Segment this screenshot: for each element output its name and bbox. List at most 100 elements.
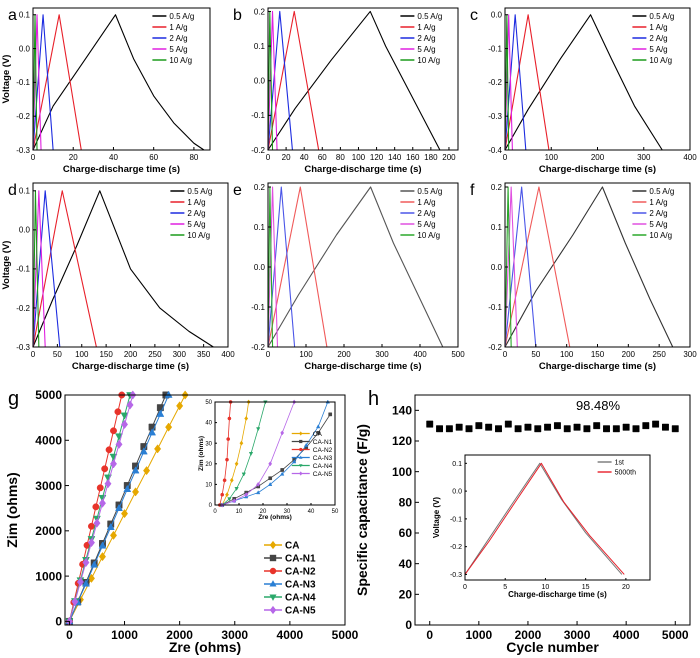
legend-label: 2 A/g (417, 209, 435, 218)
plot-frame (267, 7, 459, 151)
y-tick-label: 0 (55, 615, 62, 629)
legend-label: 1 A/g (649, 198, 667, 207)
x-tick-label: 20 (260, 509, 267, 515)
y-axis-label: Voltage (V) (1, 241, 12, 290)
legend-label: 1st (615, 459, 624, 466)
y-tick-label: 0.0 (491, 11, 503, 20)
data-point (573, 423, 581, 431)
data-point (227, 416, 232, 421)
y-tick-label: -0.2 (16, 304, 30, 313)
series-line (32, 190, 214, 348)
legend-label: CA-N5 (285, 606, 316, 617)
legend-label: CA-N1 (285, 554, 316, 565)
y-tick-label: 0 (405, 618, 412, 632)
data-point (671, 425, 679, 433)
y-tick-label: -0.3 (16, 343, 30, 352)
data-point (120, 412, 129, 420)
legend-label: 0.5 A/g (649, 187, 674, 196)
y-tick-label: -0.2 (16, 112, 30, 121)
data-point (485, 423, 493, 431)
data-point (232, 498, 237, 504)
data-point (114, 408, 122, 416)
series-line (267, 186, 279, 348)
series-line (504, 186, 518, 348)
data-point (98, 552, 106, 562)
legend-label: 5 A/g (169, 45, 187, 54)
x-tick-label: 50 (332, 509, 339, 515)
x-tick-label: 30 (284, 509, 291, 515)
panel-label: b (233, 7, 242, 24)
legend-label: CA-N1 (313, 439, 333, 446)
y-tick-label: -0.1 (488, 303, 502, 312)
data-point (126, 400, 134, 410)
legend-label: 10 A/g (187, 231, 210, 240)
plot-frame (32, 7, 211, 151)
legend-marker (269, 554, 277, 562)
data-point (132, 487, 140, 497)
x-tick-label: 20 (282, 153, 291, 162)
data-point (248, 451, 254, 456)
x-tick-label: 10 (542, 584, 550, 591)
data-point (436, 425, 444, 433)
legend-label: CA (285, 541, 299, 552)
y-tick-label: 0.0 (491, 263, 503, 272)
data-point (455, 423, 463, 431)
x-tick-label: 5 (503, 584, 507, 591)
y-tick-label: -0.1 (16, 265, 30, 274)
data-point (316, 431, 321, 435)
panel-label: d (8, 182, 17, 199)
series-line (267, 186, 444, 348)
data-point (87, 538, 95, 548)
series-line (267, 10, 441, 151)
data-point (105, 446, 113, 454)
data-point (256, 481, 261, 487)
legend-label: 2 A/g (417, 34, 435, 43)
x-tick-label: 20 (69, 153, 78, 162)
y-tick-label: -0.1 (450, 516, 462, 523)
y-tick-label: 1000 (35, 569, 62, 583)
x-axis-label: Cycle number (506, 639, 599, 655)
y-tick-label: 20 (399, 588, 413, 602)
data-point (109, 530, 118, 540)
y-tick-label: 30 (205, 441, 212, 447)
data-point (96, 484, 104, 492)
x-tick-label: 50 (53, 350, 62, 359)
x-axis-label: Charge-discharge time (s) (508, 590, 607, 599)
x-tick-label: 250 (652, 350, 666, 359)
panel-label: a (8, 7, 17, 24)
data-point (176, 401, 184, 411)
x-tick-label: 180 (424, 153, 438, 162)
y-tick-label: -0.1 (251, 303, 265, 312)
y-tick-label: -0.1 (488, 44, 502, 53)
legend-label: CA-N3 (313, 455, 333, 462)
x-tick-label: 140 (388, 153, 402, 162)
y-tick-label: 0.2 (491, 183, 503, 192)
x-tick-label: 300 (683, 350, 697, 359)
x-tick-label: 50 (531, 350, 540, 359)
legend-label: 1 A/g (417, 23, 435, 32)
y-tick-label: 4000 (35, 433, 62, 447)
data-point (304, 442, 309, 447)
legend-label: 0.5 A/g (187, 187, 212, 196)
panel-label: h (368, 388, 379, 410)
x-tick-label: 150 (591, 350, 605, 359)
y-tick-label: 2000 (35, 524, 62, 538)
y-tick-label: -0.2 (488, 343, 502, 352)
series-line (267, 186, 296, 348)
x-tick-label: 350 (197, 350, 211, 359)
data-point (465, 425, 473, 433)
data-point (106, 522, 115, 531)
y-tick-label: 0.0 (452, 489, 462, 496)
data-point (164, 390, 173, 398)
data-point (229, 477, 234, 483)
y-tick-label: 40 (205, 421, 212, 427)
data-point (82, 557, 90, 568)
y-tick-label: 0.1 (19, 11, 31, 20)
legend-label: 10 A/g (417, 56, 440, 65)
y-tick-label: -0.2 (251, 146, 265, 155)
x-tick-label: 100 (545, 153, 559, 162)
legend-label: 2 A/g (169, 34, 187, 43)
panel-label: c (470, 7, 478, 24)
y-tick-label: 100 (392, 465, 412, 479)
plot-frame (464, 454, 651, 581)
